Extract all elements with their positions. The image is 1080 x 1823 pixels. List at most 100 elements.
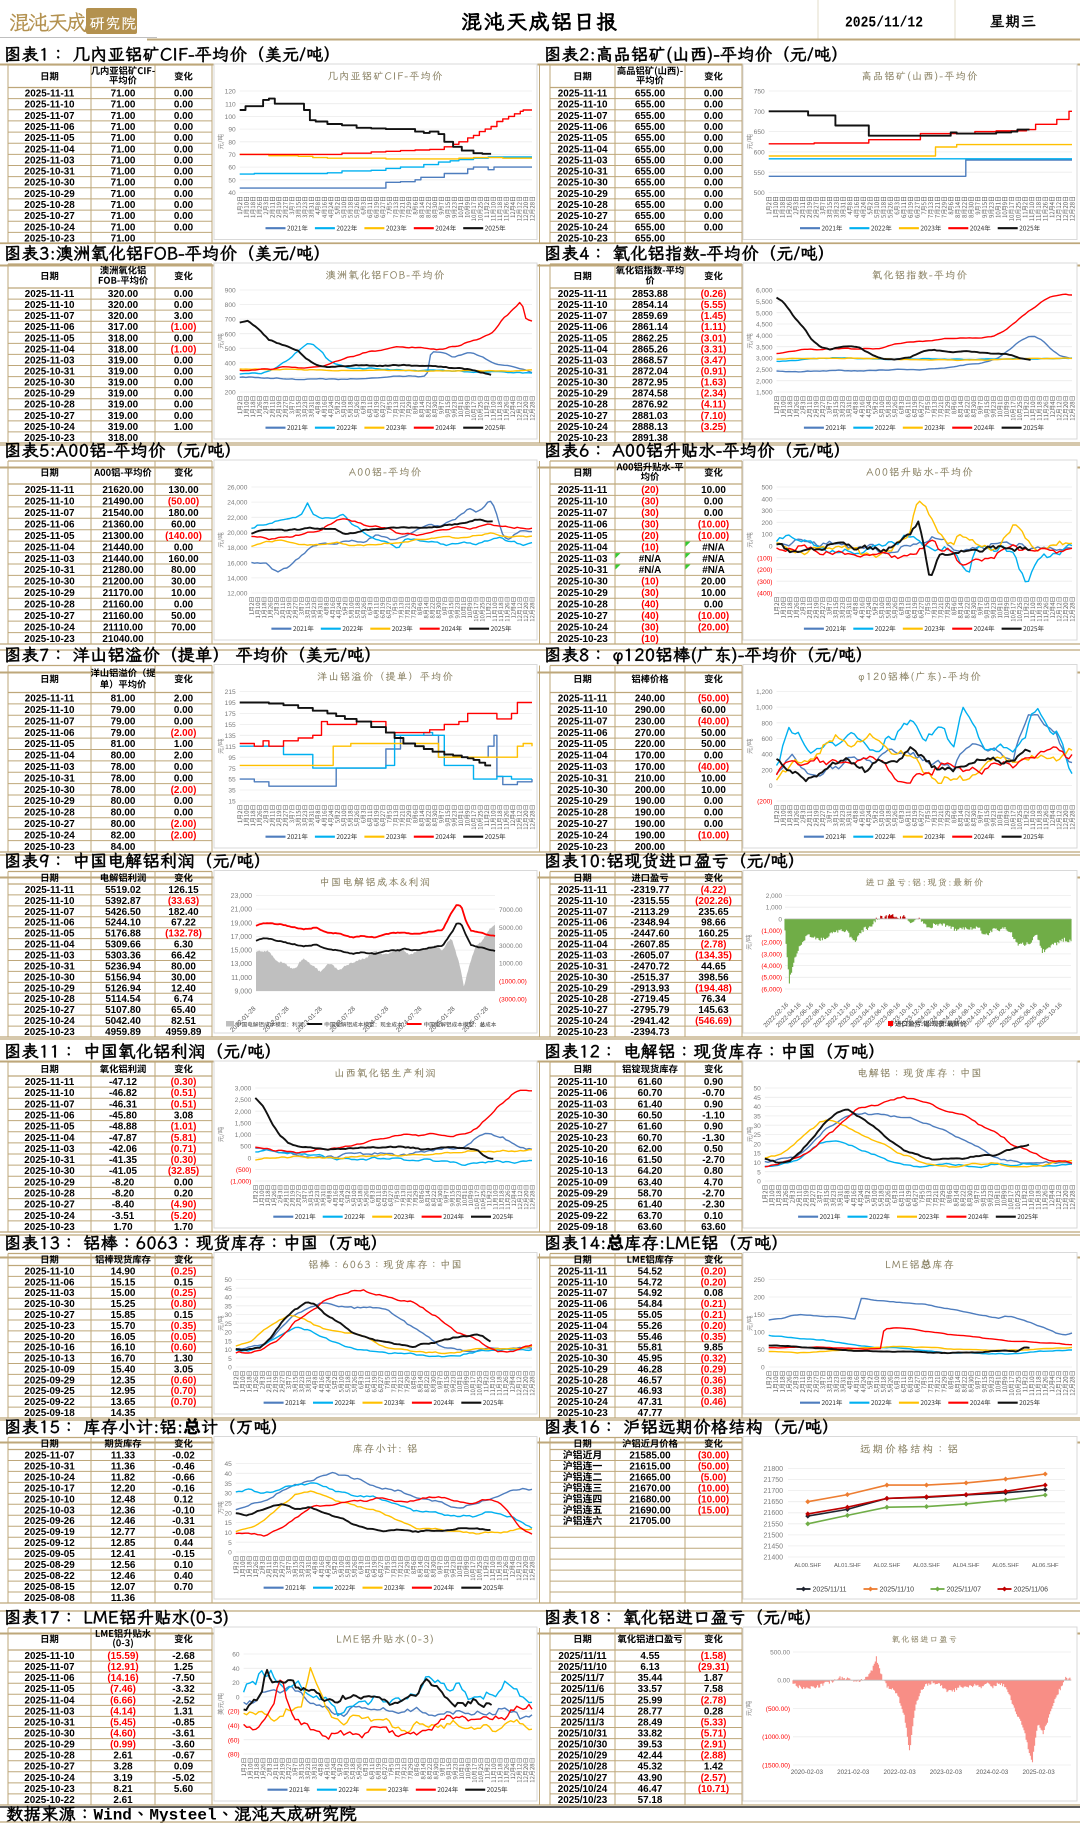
svg-text:2025-11-05: 2025-11-05 xyxy=(25,1684,75,1695)
svg-text:(0.71): (0.71) xyxy=(171,1144,197,1155)
svg-text:54.84: 54.84 xyxy=(638,1299,663,1310)
svg-text:80.00: 80.00 xyxy=(111,819,136,830)
svg-text:58.70: 58.70 xyxy=(638,1189,663,1200)
svg-text:0: 0 xyxy=(778,916,782,923)
svg-text:0.28: 0.28 xyxy=(704,1706,724,1717)
svg-text:2025-11-06: 2025-11-06 xyxy=(25,1277,75,1288)
svg-text:50.00: 50.00 xyxy=(171,611,196,622)
svg-text:(20.00): (20.00) xyxy=(698,622,729,633)
svg-text:15.00: 15.00 xyxy=(111,1288,136,1299)
svg-text:2025-11-04: 2025-11-04 xyxy=(558,1321,608,1332)
svg-text:2025-11-11: 2025-11-11 xyxy=(558,1266,608,1277)
svg-text:0.90: 0.90 xyxy=(704,1122,724,1133)
svg-text:(134.35): (134.35) xyxy=(695,951,732,962)
svg-text:(5.71): (5.71) xyxy=(701,1729,727,1740)
svg-text:1.70: 1.70 xyxy=(113,1222,133,1233)
svg-text:2025-10-30: 2025-10-30 xyxy=(557,577,608,588)
svg-text:4959.89: 4959.89 xyxy=(166,1027,202,1038)
svg-text:0.00: 0.00 xyxy=(704,796,724,807)
svg-text:23,000: 23,000 xyxy=(231,893,253,900)
svg-text:2865.26: 2865.26 xyxy=(632,344,668,355)
svg-text:22,000: 22,000 xyxy=(227,515,248,522)
svg-text:2.61: 2.61 xyxy=(113,1751,133,1762)
svg-text:319.00: 319.00 xyxy=(108,367,139,378)
svg-text:-3.51: -3.51 xyxy=(112,1211,135,1222)
svg-text:42.44: 42.44 xyxy=(638,1751,663,1762)
svg-text:318.00: 318.00 xyxy=(108,333,139,344)
svg-text:2025-10-28: 2025-10-28 xyxy=(557,400,608,411)
svg-text:700: 700 xyxy=(225,317,236,324)
svg-text:(32.85): (32.85) xyxy=(168,1166,199,1177)
svg-text:2025-11-05: 2025-11-05 xyxy=(25,333,75,344)
svg-text:0.10: 0.10 xyxy=(704,1211,724,1222)
svg-text:(10.00): (10.00) xyxy=(698,520,729,531)
svg-text:(15.59): (15.59) xyxy=(107,1651,138,1662)
svg-text:30.00: 30.00 xyxy=(171,972,196,983)
svg-text:(300): (300) xyxy=(757,579,772,586)
svg-text:(5.00): (5.00) xyxy=(701,1472,727,1483)
svg-text:2025/11/3: 2025/11/3 xyxy=(561,1717,605,1728)
svg-text:(29.31): (29.31) xyxy=(698,1662,729,1673)
svg-text:2025-11-06: 2025-11-06 xyxy=(558,918,608,929)
svg-text:0.20: 0.20 xyxy=(174,1189,194,1200)
svg-text:-8.20: -8.20 xyxy=(112,1189,135,1200)
svg-text:(0.91): (0.91) xyxy=(701,367,727,378)
svg-text:60: 60 xyxy=(228,165,236,172)
svg-text:-0.10: -0.10 xyxy=(172,1505,195,1516)
svg-text:2025-11-04: 2025-11-04 xyxy=(558,344,608,355)
svg-text:(10.00): (10.00) xyxy=(698,830,729,841)
svg-text:(40): (40) xyxy=(641,600,659,611)
svg-text:2025-10-28: 2025-10-28 xyxy=(557,600,608,611)
svg-text:61.50: 61.50 xyxy=(638,1155,663,1166)
svg-text:2025-10-30: 2025-10-30 xyxy=(24,972,75,983)
svg-text:#N/A: #N/A xyxy=(702,542,725,553)
svg-text:(0.20): (0.20) xyxy=(701,1266,727,1277)
svg-text:50.00: 50.00 xyxy=(701,739,726,750)
svg-text:2025-10-23: 2025-10-23 xyxy=(24,433,75,444)
svg-text:(5.55): (5.55) xyxy=(701,300,727,311)
svg-text:10.00: 10.00 xyxy=(701,588,726,599)
svg-text:4,500: 4,500 xyxy=(756,322,773,329)
svg-text:80.00: 80.00 xyxy=(171,961,196,972)
svg-text:2876.92: 2876.92 xyxy=(632,400,668,411)
svg-text:2025-11-03: 2025-11-03 xyxy=(558,155,608,166)
svg-text:19,000: 19,000 xyxy=(231,920,253,927)
svg-text:3.19: 3.19 xyxy=(113,1773,133,1784)
svg-text:2025-11-06: 2025-11-06 xyxy=(25,322,75,333)
svg-text:2025-11-03: 2025-11-03 xyxy=(558,355,608,366)
svg-text:AL00.SHF: AL00.SHF xyxy=(794,1563,821,1569)
svg-text:0.00: 0.00 xyxy=(704,497,724,508)
svg-text:54.72: 54.72 xyxy=(638,1277,663,1288)
svg-text:5,500: 5,500 xyxy=(756,299,773,306)
svg-text:2025-11-04: 2025-11-04 xyxy=(558,751,608,762)
svg-text:40: 40 xyxy=(224,1471,232,1478)
svg-text:500: 500 xyxy=(754,190,765,197)
svg-text:2025-11-07: 2025-11-07 xyxy=(558,111,608,122)
svg-text:2025-10-31: 2025-10-31 xyxy=(24,1461,75,1472)
svg-text:2025-10-27: 2025-10-27 xyxy=(24,211,75,222)
svg-text:AL02.SHF: AL02.SHF xyxy=(874,1563,901,1569)
svg-text:71.00: 71.00 xyxy=(111,178,136,189)
svg-text:600: 600 xyxy=(754,150,765,157)
svg-text:150: 150 xyxy=(754,1312,765,1319)
svg-text:-8.20: -8.20 xyxy=(112,1177,135,1188)
svg-text:2025-11-04: 2025-11-04 xyxy=(558,144,608,155)
svg-text:3.28: 3.28 xyxy=(113,1762,133,1773)
svg-text:5309.66: 5309.66 xyxy=(105,940,141,951)
svg-text:2025-10-29: 2025-10-29 xyxy=(24,1740,75,1751)
svg-text:28.49: 28.49 xyxy=(638,1717,663,1728)
svg-text:0.00: 0.00 xyxy=(174,211,194,222)
svg-text:(1,000): (1,000) xyxy=(761,928,782,935)
svg-text:(1.63): (1.63) xyxy=(701,378,727,389)
svg-text:21670.00: 21670.00 xyxy=(629,1483,671,1494)
svg-text:135: 135 xyxy=(225,733,236,740)
svg-text:0.09: 0.09 xyxy=(174,1762,194,1773)
svg-text:4,000: 4,000 xyxy=(756,333,773,340)
svg-text:5392.87: 5392.87 xyxy=(105,896,141,907)
svg-text:(0.38): (0.38) xyxy=(701,1386,727,1397)
svg-text:2025-10-31: 2025-10-31 xyxy=(24,1717,75,1728)
svg-text:2025-11-05: 2025-11-05 xyxy=(25,531,75,542)
svg-text:6.74: 6.74 xyxy=(174,994,194,1005)
svg-text:2025/10/30: 2025/10/30 xyxy=(558,1740,608,1751)
svg-text:2,500: 2,500 xyxy=(756,367,773,374)
